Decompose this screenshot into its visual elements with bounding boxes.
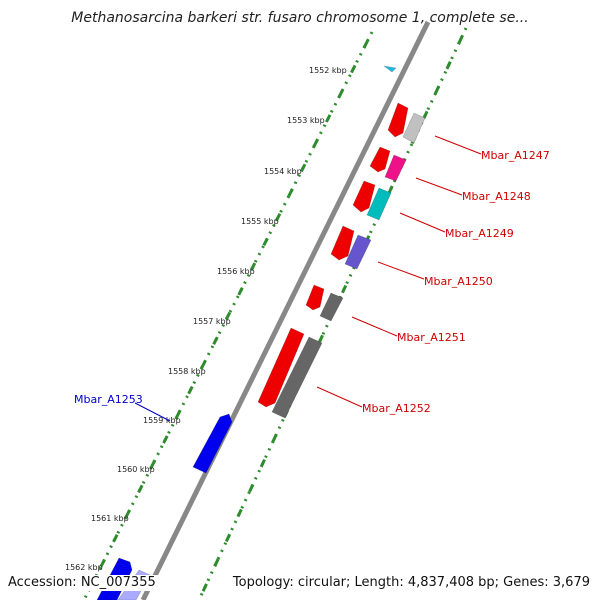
leader-line-mbar-a1252 [316, 386, 363, 408]
map-title: Methanosarcina barkeri str. fusaro chrom… [71, 10, 529, 26]
kbp-scale-labels: 1552 kbp 1553 kbp 1554 kbp 1555 kbp 1556… [65, 66, 347, 572]
kbp-label-1555: 1555 kbp [241, 217, 279, 226]
leader-line-mbar-a1249 [399, 212, 446, 233]
leader-line-mbar-a1250 [377, 261, 425, 280]
kbp-tick-mark [112, 534, 119, 543]
kbp-tick-mark [187, 385, 194, 395]
outer-tick-mark [317, 334, 324, 344]
outer-tick-mark [445, 61, 452, 70]
kbp-tick-mark [137, 484, 144, 494]
outer-tick-mark [433, 85, 441, 95]
kbp-tick-mark [199, 361, 207, 370]
kbp-tick-mark [299, 163, 307, 173]
outer-tick-mark [224, 533, 232, 543]
outer-tick-mark [422, 110, 429, 120]
kbp-tick-mark [287, 188, 294, 197]
gene-arrow-mbar-a1250-forward[interactable] [330, 225, 355, 261]
gene-box-mbar-a1251-reverse[interactable] [319, 292, 344, 322]
kbp-tick-mark [99, 558, 106, 568]
kbp-tick-mark [212, 336, 219, 345]
leader-line-mbar-a1248 [415, 177, 463, 196]
leader-line-mbar-a1247 [434, 135, 482, 155]
gene-box-mbar-a1249-reverse[interactable] [366, 187, 392, 221]
outer-tick-mark [201, 583, 208, 592]
gene-arrow-mbar-a1253-forward[interactable] [192, 413, 233, 474]
outer-tick-mark [457, 36, 464, 45]
gene-box-mbar-a1250-reverse[interactable] [344, 234, 372, 270]
kbp-tick-mark [224, 311, 232, 321]
outer-tick-mark [271, 434, 278, 443]
kbp-tick-mark [249, 262, 257, 271]
gene-box-mbar-a1252-reverse[interactable] [271, 336, 323, 419]
gene-arrow-mbar-a1247-forward[interactable] [387, 102, 409, 138]
kbp-tick-mark [149, 459, 157, 469]
outer-tick-mark [213, 558, 220, 567]
gene-arrow-mbar-a1251-forward[interactable] [305, 284, 325, 311]
kbp-label-1562: 1562 kbp [65, 563, 103, 572]
kbp-label-1557: 1557 kbp [193, 317, 231, 326]
gene-features [96, 65, 426, 600]
kbp-label-1556: 1556 kbp [217, 267, 255, 276]
outer-tick-mark [248, 483, 255, 493]
outer-tick-mark [341, 284, 348, 294]
kbp-label-1561: 1561 kbp [91, 514, 129, 523]
gene-arrow-mbar-a1248-forward[interactable] [369, 146, 391, 173]
kbp-tick-mark [174, 410, 182, 420]
kbp-label-1559: 1559 kbp [143, 416, 181, 425]
kbp-tick-mark [362, 40, 369, 49]
kbp-label-1560: 1560 kbp [117, 465, 155, 474]
kbp-label-1558: 1558 kbp [168, 367, 206, 376]
gene-arrow-mbar-a1252-forward[interactable] [257, 327, 305, 408]
kbp-tick-mark [312, 138, 319, 148]
leader-line-mbar-a1251 [351, 316, 398, 337]
chromosome-backbone [140, 20, 431, 600]
gene-label-mbar-a1251[interactable]: Mbar_A1251 [397, 331, 466, 344]
outer-tick-mark [259, 458, 266, 468]
kbp-label-1552: 1552 kbp [309, 66, 347, 75]
kbp-tick-mark [237, 287, 244, 296]
gene-label-mbar-a1250[interactable]: Mbar_A1250 [424, 275, 493, 288]
kbp-label-1554: 1554 kbp [264, 167, 302, 176]
outer-tick-mark [387, 185, 394, 194]
kbp-tick-mark [274, 212, 282, 222]
gene-labels: Mbar_A1247 Mbar_A1248 Mbar_A1249 Mbar_A1… [74, 149, 550, 415]
gene-label-mbar-a1249[interactable]: Mbar_A1249 [445, 227, 514, 240]
topology-summary: Topology: circular; Length: 4,837,408 bp… [230, 575, 592, 591]
gene-label-mbar-a1253[interactable]: Mbar_A1253 [74, 393, 143, 406]
kbp-tick-mark [325, 114, 332, 123]
kbp-tick-mark [262, 237, 269, 247]
gene-label-mbar-a1252[interactable]: Mbar_A1252 [362, 402, 431, 415]
leader-line-mbar-a1253 [134, 402, 171, 422]
gene-label-mbar-a1247[interactable]: Mbar_A1247 [481, 149, 550, 162]
small-feature-triangle[interactable] [383, 65, 397, 73]
accession-text: Accession: NC_007355 [6, 575, 158, 591]
gene-label-mbar-a1248[interactable]: Mbar_A1248 [462, 190, 531, 203]
gene-box-mbar-a1247-reverse[interactable] [402, 112, 426, 144]
gene-arrow-mbar-a1249-forward[interactable] [352, 180, 376, 213]
kbp-tick-mark [162, 435, 169, 444]
kbp-tick-mark [124, 509, 131, 518]
gene-box-mbar-a1248-reverse[interactable] [384, 154, 407, 182]
kbp-tick-mark [337, 89, 344, 98]
label-leader-lines [134, 135, 482, 422]
kbp-label-1553: 1553 kbp [287, 116, 325, 125]
outer-tick-mark [236, 508, 243, 518]
kbp-tick-mark [350, 64, 357, 74]
